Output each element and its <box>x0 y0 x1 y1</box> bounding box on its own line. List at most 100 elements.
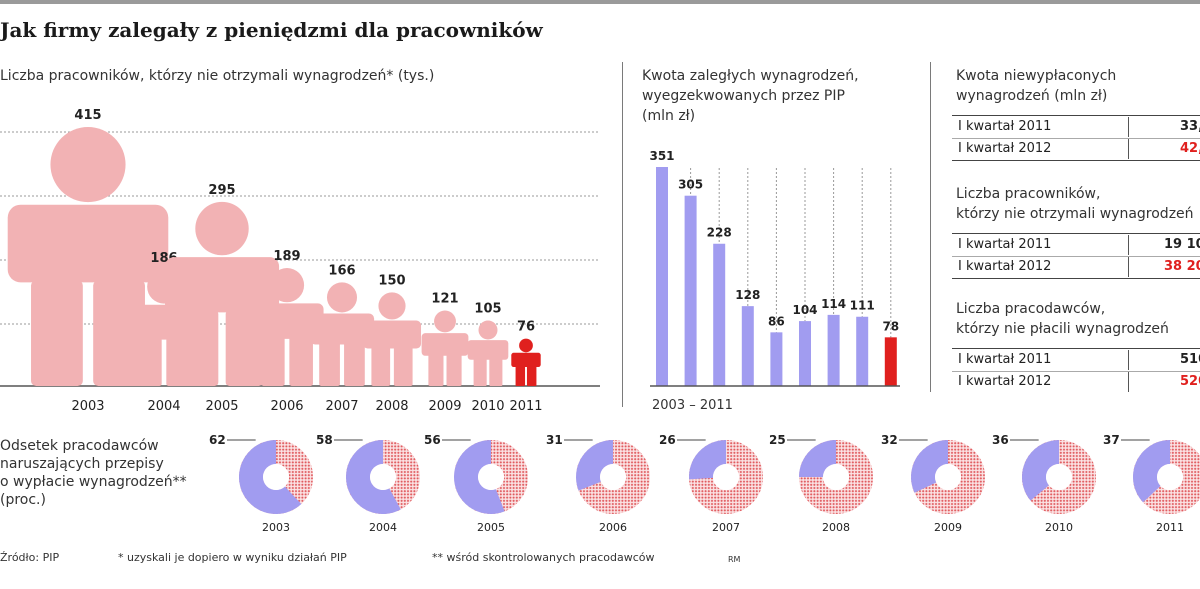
person-leg-left <box>428 353 444 386</box>
workers-value-label: 105 <box>474 301 501 316</box>
person-2007 <box>309 282 375 386</box>
donut-hole <box>370 464 396 490</box>
amount-bar-2009 <box>827 314 840 386</box>
donut-hole <box>478 464 504 490</box>
person-head <box>50 126 126 203</box>
person-2005 <box>164 201 280 386</box>
workers-year-label: 2005 <box>205 399 238 414</box>
amount-value-label: 86 <box>768 314 785 328</box>
person-head <box>519 338 533 353</box>
amount-subtitle-line-3: (mln zł) <box>642 108 696 124</box>
table-2-row-2-value: 38 200 <box>1164 259 1200 274</box>
donut-hole <box>713 464 739 490</box>
amount-bar-2008 <box>799 321 811 386</box>
divider-2 <box>930 62 931 392</box>
donut-value-label: 56 <box>424 433 441 447</box>
person-leg-left <box>319 342 340 386</box>
donut-value-label: 25 <box>769 433 786 447</box>
amount-chart: 351 305 228 128 86 104 114 111 78 <box>649 149 900 387</box>
workers-subtitle: Liczba pracowników, którzy nie otrzymali… <box>0 68 435 84</box>
table-2-title-line-2: którzy nie otrzymali wynagrodzeń <box>956 206 1194 222</box>
workers-year-label: 2010 <box>471 399 504 414</box>
table-3-row-2-separator <box>1128 372 1129 392</box>
donut-hole <box>1157 464 1183 490</box>
table-2-row-2-separator <box>1128 257 1129 277</box>
donut-value-label: 37 <box>1103 433 1120 447</box>
workers-value-label: 76 <box>517 320 535 335</box>
amount-bar-2005 <box>713 243 726 386</box>
person-head <box>269 268 305 303</box>
divider-1 <box>622 62 623 407</box>
person-leg-right <box>489 357 503 386</box>
table-2-title-line-1: Liczba pracowników, <box>956 186 1101 202</box>
table-3-top-rule <box>952 348 1200 349</box>
donut-hole <box>600 464 626 490</box>
table-2-bottom-rule <box>952 278 1200 279</box>
donut-2004 <box>345 440 420 514</box>
person-2009 <box>421 310 469 386</box>
footer-note-2: ** wśród skontrolowanych pracodawców <box>432 551 655 564</box>
table-2-row-1-label: I kwartał 2011 <box>958 237 1052 252</box>
top-rule <box>0 0 1200 4</box>
amount-bar-2003 <box>656 167 668 386</box>
workers-value-label: 189 <box>273 249 300 264</box>
table-1-row-2-separator <box>1128 139 1129 159</box>
person-leg-right <box>289 336 313 386</box>
person-leg-left <box>515 365 526 386</box>
share-subtitle-line-4: (proc.) <box>0 492 46 508</box>
donut-2005 <box>453 440 528 515</box>
workers-year-label: 2008 <box>375 399 408 414</box>
person-leg-left <box>371 346 391 386</box>
table-3-row-1: I kwartał 2011 510 <box>952 350 1200 370</box>
table-2-row-1-separator <box>1128 235 1129 255</box>
donut-share <box>453 440 505 515</box>
donut-year-label: 2005 <box>477 521 505 534</box>
table-3-mid-rule <box>952 371 1200 372</box>
amount-subtitle-line-2: wyegzekwowanych przez PIP <box>642 88 845 104</box>
donut-year-label: 2003 <box>262 521 290 534</box>
person-2006 <box>250 268 324 386</box>
donut-share <box>911 440 948 493</box>
donut-value-label: 26 <box>659 433 676 447</box>
person-2008 <box>362 292 422 386</box>
person-head <box>378 292 406 320</box>
table-1-row-2-value: 42,8 <box>1180 141 1200 156</box>
person-head <box>434 310 456 333</box>
amount-bar-2006 <box>741 306 754 386</box>
amount-subtitle-line-1: Kwota zaległych wynagrodzeń, <box>642 68 859 84</box>
donut-value-label: 31 <box>546 433 563 447</box>
workers-year-label: 2006 <box>270 399 303 414</box>
donut-share <box>799 440 836 477</box>
donut-share <box>688 440 726 480</box>
amount-value-label: 128 <box>735 288 760 302</box>
table-3-row-1-label: I kwartał 2011 <box>958 352 1052 367</box>
person-body <box>511 352 541 368</box>
person-body <box>467 340 509 360</box>
amount-value-label: 111 <box>850 299 875 313</box>
donut-2011 <box>1132 440 1200 514</box>
table-1-row-2-label: I kwartał 2012 <box>958 141 1052 156</box>
table-3-row-2: I kwartał 2012 520 <box>952 372 1200 392</box>
donut-year-label: 2011 <box>1156 521 1184 534</box>
donut-hole <box>263 464 289 490</box>
donut-2006 <box>576 440 650 514</box>
person-body <box>250 303 324 339</box>
person-head <box>195 201 249 256</box>
workers-value-label: 121 <box>431 291 458 306</box>
table-3-row-2-label: I kwartał 2012 <box>958 374 1052 389</box>
donut-share <box>1132 440 1170 503</box>
person-leg-left <box>473 357 487 386</box>
person-leg-right <box>446 353 462 386</box>
workers-year-label: 2009 <box>428 399 461 414</box>
amount-bar-2010 <box>856 316 869 386</box>
person-body <box>7 204 169 283</box>
table-2-row-1: I kwartał 2011 19 100 <box>952 235 1200 255</box>
table-2-mid-rule <box>952 256 1200 257</box>
share-chart: 62 2003 58 2004 56 2005 31 2006 26 2007 25 2008 32 20… <box>209 433 1200 534</box>
table-1-row-2: I kwartał 2012 42,8 <box>952 139 1200 159</box>
donut-share <box>576 440 613 491</box>
donut-year-label: 2006 <box>599 521 627 534</box>
donut-value-label: 36 <box>992 433 1009 447</box>
workers-value-label: 295 <box>208 183 235 198</box>
donut-value-label: 32 <box>881 433 898 447</box>
